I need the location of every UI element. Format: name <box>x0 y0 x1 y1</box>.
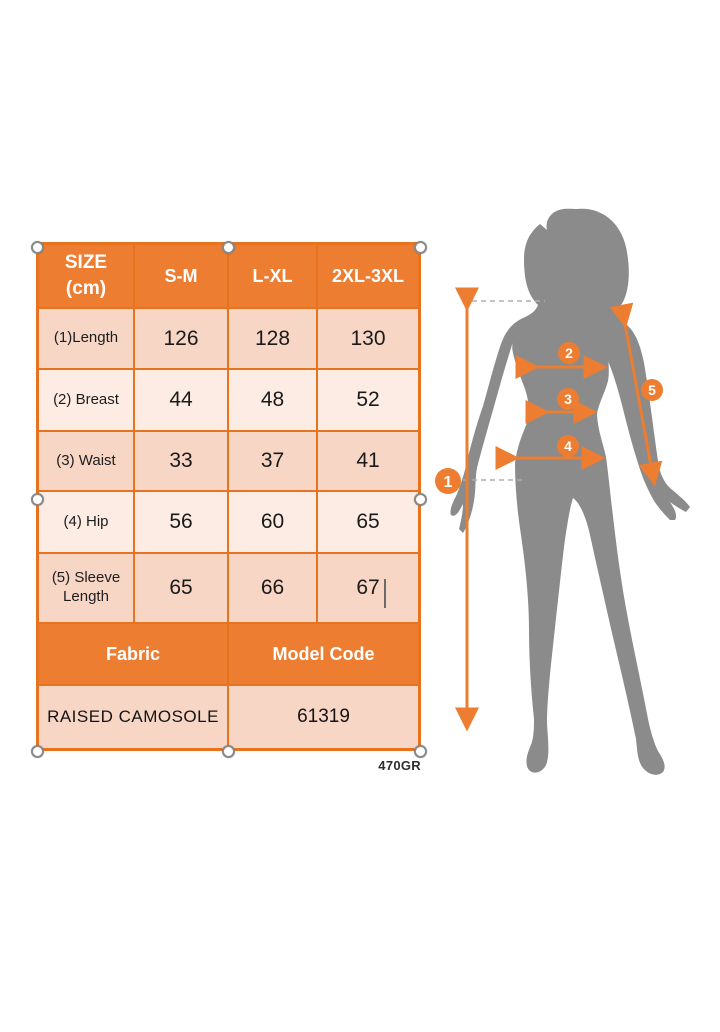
table-header-l-xl[interactable]: L-XL <box>229 245 316 307</box>
row-sleeve-label[interactable]: (5) Sleeve Length <box>39 554 133 622</box>
length-s-m[interactable]: 126 <box>135 309 227 368</box>
selection-handle-bottom-middle[interactable] <box>222 745 235 758</box>
row-breast-label[interactable]: (2) Breast <box>39 370 133 430</box>
marker-4: 4 <box>557 435 579 457</box>
marker-5: 5 <box>641 379 663 401</box>
fabric-value[interactable]: RAISED CAMOSOLE <box>39 686 227 748</box>
waist-2xl-3xl[interactable]: 41 <box>318 432 418 490</box>
table-header-2xl-3xl[interactable]: 2XL-3XL <box>318 245 418 307</box>
size-chart-table: SIZE (cm) S-M L-XL 2XL-3XL (1)Length 126… <box>36 242 421 751</box>
svg-text:4: 4 <box>564 438 572 454</box>
table-header-s-m[interactable]: S-M <box>135 245 227 307</box>
length-2xl-3xl[interactable]: 130 <box>318 309 418 368</box>
hip-2xl-3xl[interactable]: 65 <box>318 492 418 552</box>
row-hip-label[interactable]: (4) Hip <box>39 492 133 552</box>
waist-l-xl[interactable]: 37 <box>229 432 316 490</box>
marker-2: 2 <box>558 342 580 364</box>
weight-note[interactable]: 470GR <box>378 758 421 773</box>
svg-text:5: 5 <box>648 382 656 398</box>
selection-handle-middle-left[interactable] <box>31 493 44 506</box>
hip-l-xl[interactable]: 60 <box>229 492 316 552</box>
breast-l-xl[interactable]: 48 <box>229 370 316 430</box>
breast-2xl-3xl[interactable]: 52 <box>318 370 418 430</box>
sleeve-s-m[interactable]: 65 <box>135 554 227 622</box>
svg-text:1: 1 <box>444 474 453 491</box>
hip-s-m[interactable]: 56 <box>135 492 227 552</box>
svg-text:3: 3 <box>564 391 572 407</box>
marker-1: 1 <box>435 468 461 494</box>
waist-s-m[interactable]: 33 <box>135 432 227 490</box>
model-code-value[interactable]: 61319 <box>229 686 418 748</box>
female-silhouette <box>450 208 690 775</box>
footer-header-fabric[interactable]: Fabric <box>39 624 227 684</box>
selection-handle-middle-right[interactable] <box>414 493 427 506</box>
measurement-figure: 1 2 3 4 5 <box>435 208 690 775</box>
svg-text:2: 2 <box>565 345 573 361</box>
marker-3: 3 <box>557 388 579 410</box>
selection-handle-bottom-right[interactable] <box>414 745 427 758</box>
text-caret <box>384 579 386 608</box>
selection-handle-top-left[interactable] <box>31 241 44 254</box>
selection-handle-top-right[interactable] <box>414 241 427 254</box>
selection-handle-bottom-left[interactable] <box>31 745 44 758</box>
sleeve-2xl-3xl[interactable]: 67 <box>318 554 418 622</box>
sleeve-l-xl[interactable]: 66 <box>229 554 316 622</box>
breast-s-m[interactable]: 44 <box>135 370 227 430</box>
row-waist-label[interactable]: (3) Waist <box>39 432 133 490</box>
sleeve-arrow <box>609 302 663 487</box>
length-l-xl[interactable]: 128 <box>229 309 316 368</box>
selection-handle-top-middle[interactable] <box>222 241 235 254</box>
row-length-label[interactable]: (1)Length <box>39 309 133 368</box>
table-header-size-cm[interactable]: SIZE (cm) <box>39 245 133 307</box>
footer-header-model-code[interactable]: Model Code <box>229 624 418 684</box>
